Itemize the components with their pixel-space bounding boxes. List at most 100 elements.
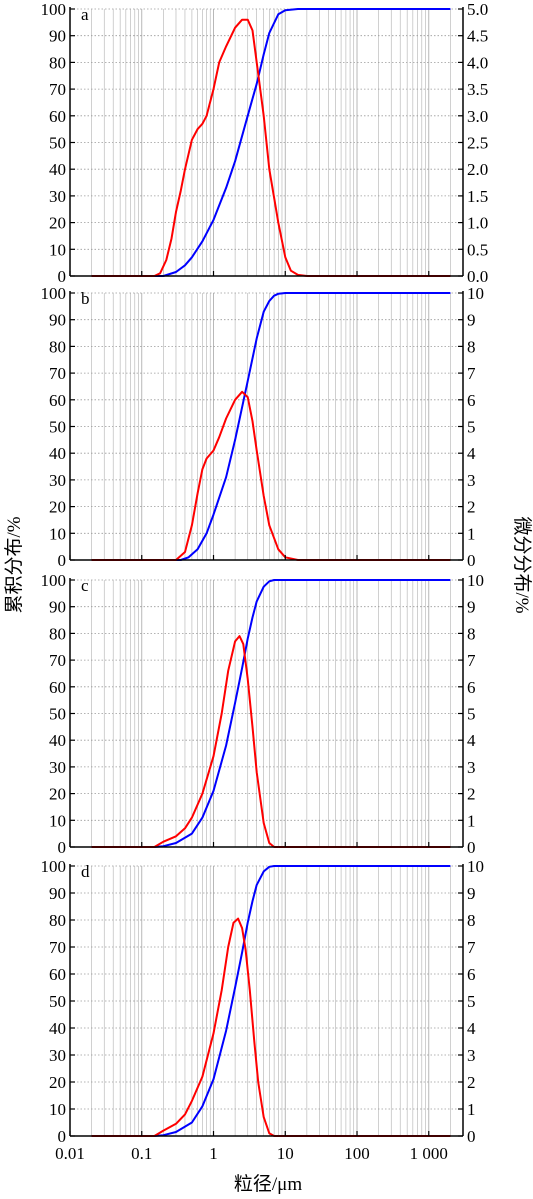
text-layer: 累积分布/% 微分分布/% 粒径/μm 0 0.010 0.520 1.030 1.54… <box>3 0 533 1195</box>
right-tick-label: 1.5 <box>467 187 488 206</box>
left-tick-label: 60 <box>49 678 66 697</box>
right-tick-label: 5.0 <box>467 0 488 19</box>
left-tick-label: 20 <box>49 1073 66 1092</box>
left-tick-label: 0 <box>58 551 67 570</box>
right-tick-label: 0 <box>467 551 476 570</box>
left-tick-label: 20 <box>49 498 66 517</box>
right-tick-label: 4 <box>467 444 476 463</box>
left-tick-label: 10 <box>49 811 66 830</box>
right-tick-label: 1 <box>467 811 476 830</box>
right-tick-label: 3.0 <box>467 107 488 126</box>
x-tick-label: 0.01 <box>55 1144 85 1163</box>
cumulative-series-line <box>91 865 451 1137</box>
right-tick-label: 2 <box>467 785 476 804</box>
left-tick-label: 80 <box>49 53 66 72</box>
x-tick-label: 1 <box>209 1144 218 1163</box>
left-tick-label: 10 <box>49 240 66 259</box>
grid-layer <box>69 8 464 1136</box>
right-tick-label: 0 <box>467 838 476 857</box>
left-tick-label: 70 <box>49 80 66 99</box>
right-tick-label: 8 <box>467 911 476 930</box>
left-tick-label: 100 <box>41 857 67 876</box>
panel-label: a <box>81 5 89 24</box>
left-tick-label: 0 <box>58 838 67 857</box>
left-tick-label: 70 <box>49 938 66 957</box>
left-tick-label: 30 <box>49 758 66 777</box>
cumulative-series-line <box>91 292 451 561</box>
left-tick-label: 50 <box>49 134 66 153</box>
right-tick-label: 2 <box>467 498 476 517</box>
right-tick-label: 6 <box>467 678 476 697</box>
right-tick-label: 10 <box>467 571 484 590</box>
right-tick-label: 10 <box>467 857 484 876</box>
left-tick-label: 0 <box>58 1127 67 1146</box>
left-tick-label: 70 <box>49 651 66 670</box>
left-tick-label: 100 <box>41 0 67 19</box>
differential-series-line <box>91 18 451 277</box>
left-tick-label: 50 <box>49 705 66 724</box>
left-tick-label: 20 <box>49 785 66 804</box>
left-tick-label: 40 <box>49 731 66 750</box>
differential-series-line <box>91 390 451 561</box>
right-tick-label: 6 <box>467 391 476 410</box>
frame-layer <box>69 7 464 1137</box>
left-tick-label: 80 <box>49 911 66 930</box>
right-tick-label: 5 <box>467 992 476 1011</box>
left-tick-label: 60 <box>49 107 66 126</box>
right-tick-label: 0 <box>467 1127 476 1146</box>
right-tick-label: 8 <box>467 337 476 356</box>
panel-label: d <box>81 862 90 881</box>
differential-series-line <box>91 917 451 1137</box>
right-tick-label: 9 <box>467 598 476 617</box>
left-tick-label: 30 <box>49 187 66 206</box>
right-tick-label: 0.5 <box>467 240 488 259</box>
left-tick-label: 10 <box>49 524 66 543</box>
y-axis-label-left: 累积分布/% <box>3 516 25 613</box>
right-tick-label: 2 <box>467 1073 476 1092</box>
left-tick-label: 0 <box>58 267 67 286</box>
x-axis-label: 粒径/μm <box>234 1173 302 1195</box>
right-tick-label: 3.5 <box>467 80 488 99</box>
right-tick-label: 7 <box>467 651 476 670</box>
left-tick-label: 10 <box>49 1100 66 1119</box>
right-tick-label: 2.5 <box>467 134 488 153</box>
right-tick-label: 5 <box>467 705 476 724</box>
left-tick-label: 90 <box>49 27 66 46</box>
left-tick-label: 30 <box>49 471 66 490</box>
right-tick-label: 7 <box>467 364 476 383</box>
left-tick-label: 90 <box>49 311 66 330</box>
right-tick-label: 9 <box>467 884 476 903</box>
left-tick-label: 40 <box>49 444 66 463</box>
panel-label: c <box>81 576 89 595</box>
right-tick-label: 3 <box>467 471 476 490</box>
left-tick-label: 90 <box>49 884 66 903</box>
left-tick-label: 30 <box>49 1046 66 1065</box>
y-axis-label-right: 微分分布/% <box>511 516 533 613</box>
right-tick-label: 4 <box>467 1019 476 1038</box>
right-tick-label: 2.0 <box>467 160 488 179</box>
right-tick-label: 4.5 <box>467 27 488 46</box>
x-tick-label: 10 <box>277 1144 294 1163</box>
left-tick-label: 100 <box>41 284 67 303</box>
right-tick-label: 6 <box>467 965 476 984</box>
x-tick-label: 0.1 <box>131 1144 152 1163</box>
right-tick-label: 7 <box>467 938 476 957</box>
right-tick-label: 1.0 <box>467 214 488 233</box>
differential-series-line <box>91 635 451 848</box>
panel-label: b <box>81 289 90 308</box>
left-tick-label: 60 <box>49 391 66 410</box>
left-tick-label: 100 <box>41 571 67 590</box>
right-tick-label: 5 <box>467 418 476 437</box>
left-tick-label: 80 <box>49 624 66 643</box>
left-tick-label: 20 <box>49 214 66 233</box>
left-tick-label: 40 <box>49 1019 66 1038</box>
left-tick-label: 70 <box>49 364 66 383</box>
right-tick-label: 10 <box>467 284 484 303</box>
x-tick-label: 1 000 <box>410 1144 448 1163</box>
left-tick-label: 90 <box>49 598 66 617</box>
cumulative-series-line <box>91 8 451 277</box>
left-tick-label: 50 <box>49 418 66 437</box>
right-tick-label: 9 <box>467 311 476 330</box>
left-tick-label: 60 <box>49 965 66 984</box>
